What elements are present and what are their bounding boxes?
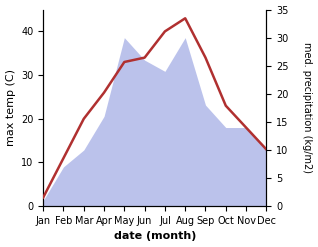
Y-axis label: med. precipitation (kg/m2): med. precipitation (kg/m2) <box>302 42 313 173</box>
Y-axis label: max temp (C): max temp (C) <box>5 69 16 146</box>
X-axis label: date (month): date (month) <box>114 231 196 242</box>
